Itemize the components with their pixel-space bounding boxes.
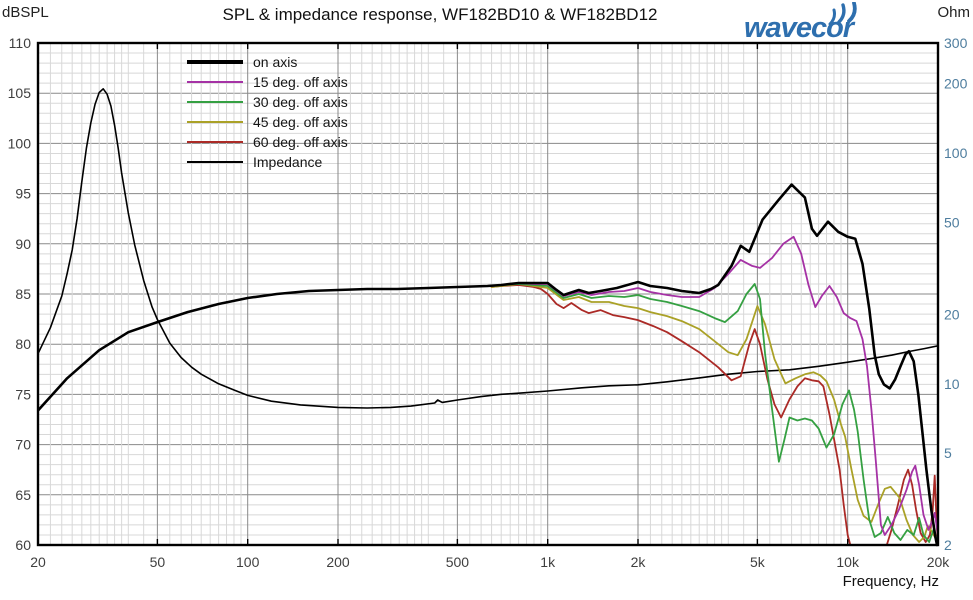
y-right-tick-label: 300 (944, 35, 968, 51)
y-right-tick-label: 5 (944, 445, 952, 461)
series-30-deg-off-axis (490, 283, 938, 544)
y-left-tick-label: 70 (15, 437, 31, 453)
series-45-deg-off-axis (490, 283, 938, 543)
x-axis-title: Frequency, Hz (842, 573, 939, 590)
x-tick-label: 100 (236, 554, 260, 570)
wavecor-logo: wavecor (744, 2, 944, 44)
chart-legend: on axis 15 deg. off axis 30 deg. off axis 4… (187, 52, 348, 172)
plot-border (36, 41, 940, 547)
y-left-tick-label: 100 (8, 135, 32, 151)
x-tick-label: 5k (750, 554, 766, 570)
page-title: SPL & impedance response, WF182BD10 & WF… (222, 5, 658, 24)
legend-item: 30 deg. off axis (187, 92, 348, 112)
legend-item: 15 deg. off axis (187, 72, 348, 92)
series-15-deg-off-axis (490, 235, 938, 536)
y-right-tick-label: 200 (944, 76, 968, 92)
legend-item-label: 45 deg. off axis (253, 114, 348, 130)
series-impedance (38, 88, 938, 409)
y-right-tick-label: 100 (944, 145, 968, 161)
legend-item: on axis (187, 52, 348, 72)
logo-text: wavecor (744, 12, 854, 44)
series-60-deg-off-axis (490, 284, 852, 546)
y-left-tick-label: 80 (15, 336, 31, 352)
legend-line-swatch (187, 161, 243, 163)
legend-item-label: on axis (253, 54, 298, 70)
legend-line-swatch (187, 140, 243, 144)
y-right-tick-label: 10 (944, 376, 960, 392)
series-on-axis (38, 183, 938, 547)
legend-item: Impedance (187, 152, 348, 172)
y-left-tick-label: 85 (15, 286, 31, 302)
legend-line-swatch (187, 60, 243, 64)
x-tick-label: 20k (927, 554, 951, 570)
y-left-tick-label: 90 (15, 236, 31, 252)
x-tick-label: 1k (540, 554, 556, 570)
y-left-tick-label: 95 (15, 186, 31, 202)
logo-wave-icon (828, 2, 857, 26)
x-tick-label: 10k (836, 554, 860, 570)
y-left-tick-label: 65 (15, 487, 31, 503)
x-tick-label: 2k (631, 554, 647, 570)
legend-line-swatch (187, 100, 243, 104)
x-tick-label: 500 (446, 554, 470, 570)
legend-item-label: 60 deg. off axis (253, 134, 348, 150)
right-axis-unit-label: Ohm (937, 4, 970, 21)
left-axis-unit-label: dBSPL (2, 4, 49, 21)
x-tick-label: 200 (326, 554, 350, 570)
x-tick-label: 50 (150, 554, 166, 570)
legend-line-swatch (187, 120, 243, 124)
legend-item-label: 15 deg. off axis (253, 74, 348, 90)
legend-item: 45 deg. off axis (187, 112, 348, 132)
legend-line-swatch (187, 80, 243, 84)
y-right-tick-label: 20 (944, 306, 960, 322)
y-left-tick-label: 60 (15, 537, 31, 553)
y-right-tick-label: 2 (944, 537, 952, 553)
y-left-tick-label: 75 (15, 386, 31, 402)
y-left-tick-label: 105 (8, 85, 32, 101)
legend-item-label: 30 deg. off axis (253, 94, 348, 110)
y-left-tick-label: 110 (9, 35, 32, 51)
legend-item-label: Impedance (253, 154, 323, 170)
y-right-tick-label: 50 (944, 215, 960, 231)
legend-item: 60 deg. off axis (187, 132, 348, 152)
x-tick-label: 20 (30, 554, 46, 570)
